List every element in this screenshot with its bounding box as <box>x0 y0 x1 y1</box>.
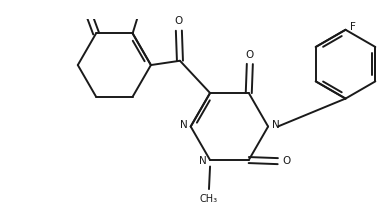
Text: CH₃: CH₃ <box>200 194 218 205</box>
Text: OH: OH <box>134 0 150 1</box>
Text: N: N <box>180 121 188 130</box>
Text: O: O <box>175 16 183 26</box>
Text: N: N <box>273 121 280 130</box>
Text: N: N <box>199 156 207 166</box>
Text: F: F <box>350 22 356 32</box>
Text: O: O <box>246 50 254 60</box>
Text: O: O <box>282 156 290 166</box>
